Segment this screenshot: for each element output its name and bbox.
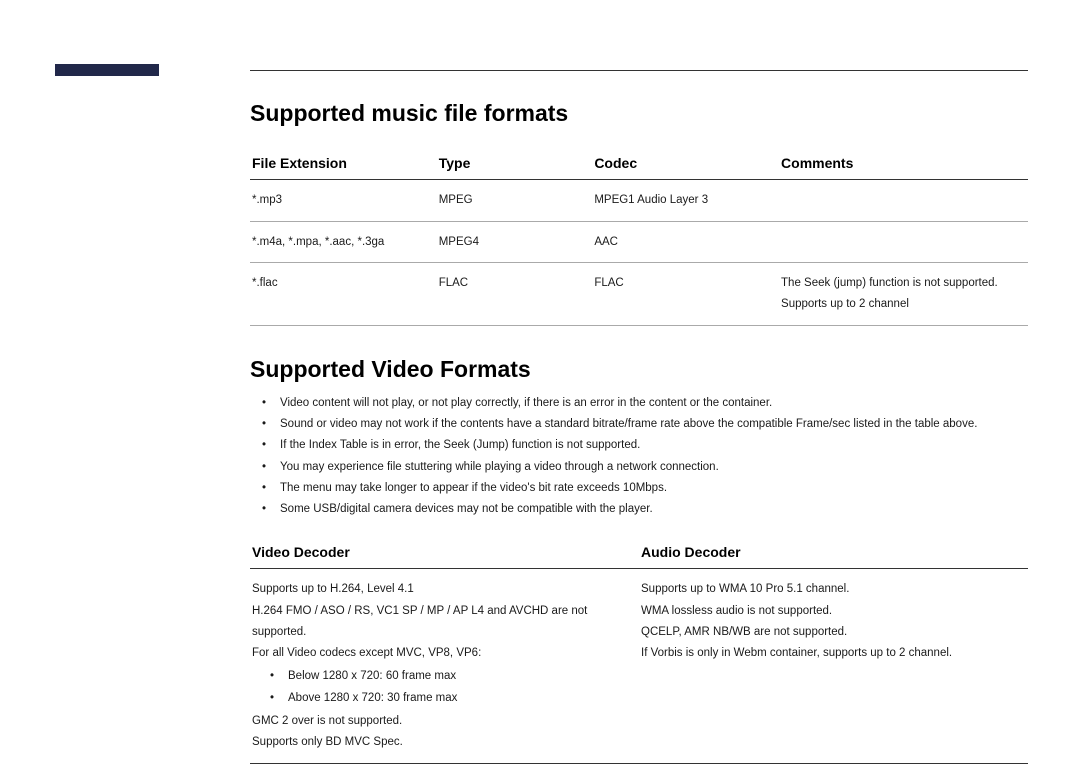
cell-type: MPEG: [437, 180, 593, 222]
list-item: Some USB/digital camera devices may not …: [262, 499, 1028, 520]
table-header-row: File Extension Type Codec Comments: [250, 149, 1028, 180]
music-section-title: Supported music file formats: [250, 100, 1028, 127]
accent-bar: [55, 64, 159, 76]
list-item: You may experience file stuttering while…: [262, 457, 1028, 478]
decoder-sublist: Below 1280 x 720: 60 frame max Above 128…: [270, 666, 637, 709]
cell-codec: AAC: [592, 221, 779, 263]
col-header-codec: Codec: [592, 149, 779, 180]
list-item: If the Index Table is in error, the Seek…: [262, 435, 1028, 456]
col-header-comments: Comments: [779, 149, 1028, 180]
cell-ext: *.m4a, *.mpa, *.aac, *.3ga: [250, 221, 437, 263]
table-header-row: Video Decoder Audio Decoder: [250, 538, 1028, 569]
decoder-line: QCELP, AMR NB/WB are not supported.: [641, 622, 1026, 643]
decoder-table: Video Decoder Audio Decoder Supports up …: [250, 538, 1028, 764]
cell-codec: FLAC: [592, 263, 779, 325]
decoder-line: GMC 2 over is not supported.: [252, 711, 637, 732]
table-row: Supports up to H.264, Level 4.1 H.264 FM…: [250, 569, 1028, 764]
list-item: The menu may take longer to appear if th…: [262, 478, 1028, 499]
list-item: Video content will not play, or not play…: [262, 393, 1028, 414]
decoder-line: Supports up to WMA 10 Pro 5.1 channel.: [641, 579, 1026, 600]
col-header-type: Type: [437, 149, 593, 180]
cell-codec: MPEG1 Audio Layer 3: [592, 180, 779, 222]
list-item: Below 1280 x 720: 60 frame max: [270, 666, 637, 687]
page-content: Supported music file formats File Extens…: [250, 100, 1028, 764]
music-formats-table: File Extension Type Codec Comments *.mp3…: [250, 149, 1028, 326]
table-row: *.mp3 MPEG MPEG1 Audio Layer 3: [250, 180, 1028, 222]
video-section-title: Supported Video Formats: [250, 356, 1028, 383]
table-row: *.m4a, *.mpa, *.aac, *.3ga MPEG4 AAC: [250, 221, 1028, 263]
decoder-line: H.264 FMO / ASO / RS, VC1 SP / MP / AP L…: [252, 601, 637, 644]
list-item: Sound or video may not work if the conte…: [262, 414, 1028, 435]
decoder-line: If Vorbis is only in Webm container, sup…: [641, 643, 1026, 664]
col-header-extension: File Extension: [250, 149, 437, 180]
cell-ext: *.flac: [250, 263, 437, 325]
cell-type: MPEG4: [437, 221, 593, 263]
cell-comm: [779, 221, 1028, 263]
decoder-line: For all Video codecs except MVC, VP8, VP…: [252, 643, 637, 664]
top-rule: [250, 70, 1028, 71]
cell-audio-decoder: Supports up to WMA 10 Pro 5.1 channel. W…: [639, 569, 1028, 764]
cell-comm: The Seek (jump) function is not supporte…: [779, 263, 1028, 325]
decoder-line: Supports up to H.264, Level 4.1: [252, 579, 637, 600]
cell-type: FLAC: [437, 263, 593, 325]
cell-comm: [779, 180, 1028, 222]
cell-ext: *.mp3: [250, 180, 437, 222]
col-header-video-decoder: Video Decoder: [250, 538, 639, 569]
table-row: *.flac FLAC FLAC The Seek (jump) functio…: [250, 263, 1028, 325]
col-header-audio-decoder: Audio Decoder: [639, 538, 1028, 569]
decoder-line: WMA lossless audio is not supported.: [641, 601, 1026, 622]
decoder-line: Supports only BD MVC Spec.: [252, 732, 637, 753]
cell-video-decoder: Supports up to H.264, Level 4.1 H.264 FM…: [250, 569, 639, 764]
list-item: Above 1280 x 720: 30 frame max: [270, 688, 637, 709]
video-notes-list: Video content will not play, or not play…: [262, 393, 1028, 521]
